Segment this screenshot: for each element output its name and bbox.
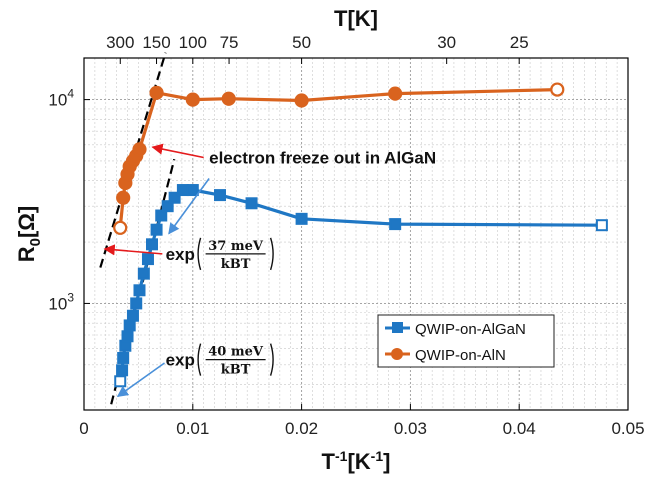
- data-point-square: [126, 309, 139, 322]
- top-tick-label: 300: [106, 33, 134, 52]
- annotation-numerator: 40 meV: [208, 345, 264, 360]
- data-point-circle: [550, 82, 565, 97]
- legend-entry-algan: QWIP-on-AlGaN: [385, 321, 526, 338]
- data-point-square: [150, 223, 163, 236]
- legend-label-aln: QWIP-on-AlN: [415, 347, 506, 364]
- data-point-square: [161, 200, 174, 213]
- top-axis-ticks: 300 150 100 75 50 30 25: [106, 33, 529, 64]
- data-point-circle: [113, 220, 128, 235]
- annotation-arrow: [151, 143, 204, 159]
- annotation-denominator: kBT: [221, 363, 251, 378]
- paren-right: [269, 237, 274, 271]
- top-tick-label: 100: [179, 33, 207, 52]
- top-tick-label: 25: [510, 33, 529, 52]
- x-axis-label: T-1[K-1]: [322, 448, 391, 474]
- legend-label-algan: QWIP-on-AlGaN: [415, 321, 526, 338]
- top-tick-label: 75: [220, 33, 239, 52]
- legend-marker-aln: [391, 348, 403, 360]
- y-axis-ticks: 103 104: [48, 87, 90, 313]
- data-point-circle: [221, 91, 236, 106]
- data-point-circle: [149, 85, 164, 100]
- data-point-square: [595, 219, 608, 232]
- data-point-square: [155, 209, 168, 222]
- annotations: electron freeze out in AlGaN exp 37 meV kBT…: [103, 143, 436, 398]
- y-tick-label: 103: [48, 290, 74, 313]
- data-point-square: [295, 212, 308, 225]
- x-tick-label: 0.05: [611, 419, 644, 438]
- y-tick-label: 104: [48, 87, 74, 110]
- x-axis-ticks: 0 0.01 0.02 0.03 0.04 0.05: [79, 404, 645, 438]
- top-tick-label: 30: [437, 33, 456, 52]
- top-axis-label: T[K]: [334, 6, 378, 31]
- data-point-square: [176, 184, 189, 197]
- data-point-square: [123, 319, 136, 332]
- data-point-square: [114, 375, 127, 388]
- data-point-square: [121, 330, 134, 343]
- data-point-square: [133, 284, 146, 297]
- data-point-square: [130, 297, 143, 310]
- legend: QWIP-on-AlGaN QWIP-on-AlN: [377, 314, 555, 368]
- legend-marker-algan: [392, 322, 403, 333]
- legend-box: [377, 314, 555, 368]
- data-point-square: [186, 184, 199, 197]
- annotation-denominator: kBT: [221, 257, 251, 272]
- paren-left: [197, 237, 202, 271]
- top-tick-label: 50: [292, 33, 311, 52]
- legend-entry-aln: QWIP-on-AlN: [385, 347, 506, 364]
- data-point-square: [117, 351, 130, 364]
- plot-frame: [83, 57, 629, 411]
- x-tick-label: 0: [79, 419, 88, 438]
- paren-right: [269, 343, 274, 376]
- annotation-numerator: 37 meV: [208, 239, 264, 254]
- x-tick-label: 0.02: [285, 419, 318, 438]
- x-tick-label: 0.03: [394, 419, 427, 438]
- x-tick-label: 0.04: [503, 419, 536, 438]
- annotation-exp: exp: [166, 245, 195, 264]
- paren-left: [197, 343, 202, 376]
- annotation-arrow: [168, 178, 210, 235]
- data-point-square: [245, 197, 258, 210]
- data-point-circle: [294, 93, 309, 108]
- data-series: [113, 82, 608, 388]
- annotation-arrow: [103, 244, 163, 256]
- x-tick-label: 0.01: [176, 419, 209, 438]
- data-point-square: [389, 218, 402, 231]
- y-axis-label: R0[Ω]: [14, 206, 44, 263]
- data-point-circle: [116, 190, 131, 205]
- data-point-square: [141, 253, 154, 266]
- data-point-circle: [185, 92, 200, 107]
- data-point-square: [214, 189, 226, 202]
- top-tick-label: 150: [142, 33, 170, 52]
- data-point-square: [116, 364, 129, 377]
- data-point-square: [137, 267, 150, 280]
- data-point-square: [146, 238, 158, 251]
- data-point-circle: [388, 86, 403, 101]
- annotation-arrow: [116, 362, 165, 398]
- annotation-text: electron freeze out in AlGaN: [209, 149, 436, 168]
- annotation-exp: exp: [166, 351, 195, 370]
- data-point-circle: [132, 142, 147, 157]
- data-point-square: [168, 191, 181, 204]
